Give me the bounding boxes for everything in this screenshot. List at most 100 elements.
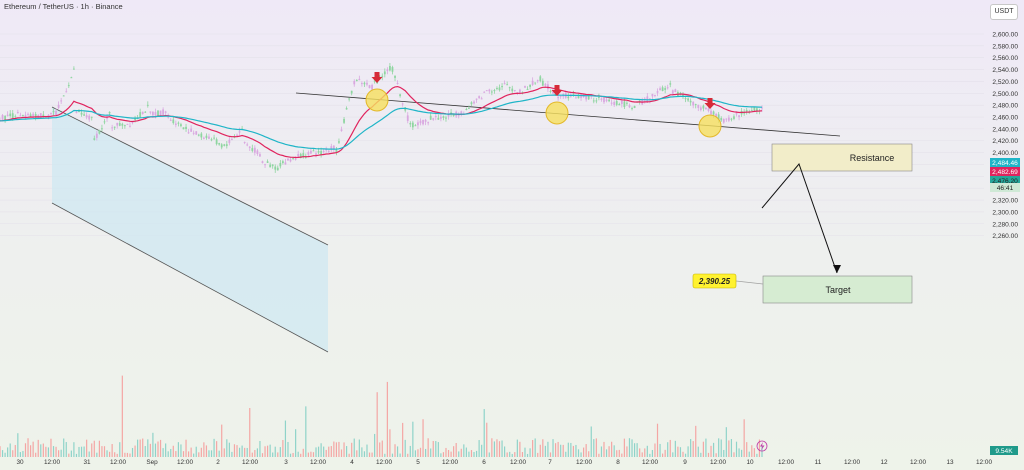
candle-body: [422, 119, 424, 125]
y-tick-label: 2,500.00: [992, 91, 1018, 98]
y-tick-label: 2,520.00: [992, 79, 1018, 86]
candle-body: [83, 114, 86, 116]
candle-body: [615, 101, 618, 105]
candle-body: [702, 105, 705, 109]
volume-bar: [187, 451, 190, 457]
candle-body: [417, 122, 419, 126]
candle-body: [475, 98, 478, 100]
candle-body: [113, 126, 116, 128]
candle-body: [29, 114, 32, 118]
candle-body: [424, 119, 427, 122]
candle-body: [585, 96, 588, 100]
x-tick-label: 3: [284, 459, 288, 466]
x-tick-label: 12:00: [510, 459, 526, 466]
candle-body: [149, 111, 152, 113]
candle-body: [689, 100, 692, 103]
volume-bar: [399, 453, 401, 457]
candle-body: [162, 109, 165, 115]
volume-bar: [674, 440, 676, 457]
target-connector: [735, 280, 764, 285]
candle-body: [633, 105, 636, 108]
candle-body: [468, 107, 470, 109]
candle-body: [276, 167, 279, 171]
candle-body: [761, 107, 763, 109]
volume-bar: [758, 439, 761, 457]
candle-body: [730, 118, 733, 120]
candle-body: [483, 91, 486, 93]
volume-bar: [710, 445, 712, 457]
candle-body: [129, 125, 131, 127]
currency-button[interactable]: USDT: [990, 4, 1018, 20]
volume-bar: [223, 448, 225, 457]
candle-body: [674, 89, 677, 93]
candle-body: [697, 104, 700, 108]
volume-bar: [96, 452, 98, 457]
volume-bar: [697, 446, 699, 457]
volume-bar: [498, 441, 501, 457]
volume-bar: [725, 427, 727, 457]
candle-body: [157, 110, 159, 116]
volume-bar: [720, 439, 722, 457]
volume-bar: [468, 451, 470, 457]
candle-body: [139, 112, 142, 117]
volume-bar: [45, 446, 47, 457]
candle-body: [213, 137, 215, 139]
volume-bar: [266, 445, 269, 457]
volume-bar: [432, 440, 434, 457]
candle-body: [123, 125, 126, 127]
volume-bar: [351, 442, 353, 457]
volume-bar: [343, 442, 345, 457]
volume-bar: [320, 443, 322, 457]
volume-bar: [575, 444, 577, 457]
volume-bar: [641, 452, 643, 457]
x-tick-label: 30: [16, 459, 24, 466]
candle-body: [101, 128, 103, 130]
y-tick-label: 2,320.00: [992, 198, 1018, 205]
volume-bar: [88, 451, 90, 457]
candle-body: [457, 115, 460, 117]
volume-bar: [616, 450, 618, 457]
volume-bar: [389, 429, 391, 457]
candle-body: [536, 80, 539, 82]
volume-bar: [108, 451, 111, 457]
candle-body: [251, 148, 254, 151]
down-arrow-icon: [704, 98, 716, 109]
volume-bar: [37, 439, 39, 457]
candle-body: [750, 110, 753, 112]
candle-body: [391, 67, 394, 72]
candle-body: [348, 98, 351, 100]
candle-body: [228, 139, 231, 144]
candle-body: [141, 111, 144, 114]
candle-body: [95, 133, 98, 138]
volume-bar: [682, 451, 684, 457]
volume-bar: [139, 439, 141, 457]
candle-body: [299, 153, 302, 158]
volume-bar: [305, 406, 307, 457]
x-tick-label: 12: [880, 459, 888, 466]
candle-body: [516, 92, 519, 94]
volume-bar: [552, 439, 554, 457]
candle-body: [580, 95, 582, 98]
candle-body: [243, 141, 246, 143]
candle-body: [200, 133, 203, 138]
volume-bar: [103, 446, 106, 457]
volume-bar: [259, 440, 261, 457]
candle-body: [722, 118, 725, 123]
candle-body: [223, 144, 226, 146]
candle-body: [651, 93, 654, 97]
x-tick-label: 12:00: [976, 459, 992, 466]
candle-body: [134, 118, 136, 121]
candle-body: [470, 102, 473, 105]
candle-body: [98, 130, 101, 134]
x-tick-label: 12:00: [310, 459, 326, 466]
volume-bar: [272, 452, 274, 457]
volume-bar: [152, 432, 154, 457]
candle-body: [159, 110, 162, 115]
volume-bar: [58, 450, 60, 457]
volume-bar: [328, 446, 330, 457]
volume-bar: [440, 453, 442, 457]
volume-bar: [386, 381, 388, 457]
volume-bar: [633, 443, 636, 457]
candle-body: [330, 146, 333, 150]
